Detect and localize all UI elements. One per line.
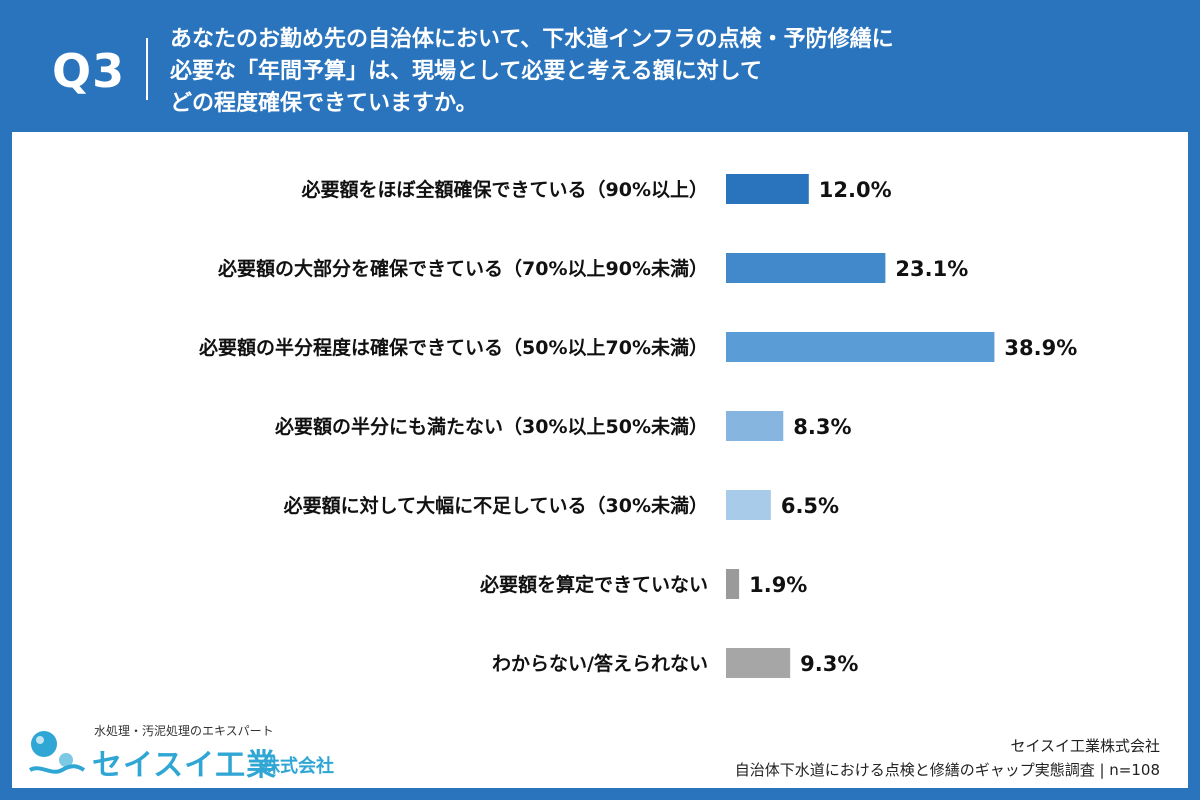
value-label: 6.5% — [781, 494, 839, 518]
bar-chart: 必要額をほぼ全額確保できている（90%以上） 12.0% 必要額の大部分を確保できて… — [198, 174, 1077, 678]
source-company: セイスイ工業株式会社 — [1010, 737, 1160, 755]
logo-mark-icon — [28, 731, 86, 774]
company-logo: 水処理・汚泥処理のエキスパート セイスイ工業 株式会社 — [26, 722, 366, 783]
bar — [726, 174, 809, 204]
value-label: 9.3% — [800, 652, 858, 676]
bar — [726, 411, 784, 441]
question-text: あなたのお勤め先の自治体において、下水道インフラの点検・予防修繕に 必要な「年間… — [170, 24, 1070, 120]
logo-tagline: 水処理・汚泥処理のエキスパート — [94, 724, 274, 738]
chart-panel: 必要額をほぼ全額確保できている（90%以上） 12.0% 必要額の大部分を確保できて… — [12, 132, 1188, 788]
source-note: セイスイ工業株式会社 自治体下水道における点検と修繕のギャップ実態調査 | n=… — [735, 734, 1160, 782]
question-id: Q3 — [52, 44, 126, 98]
category-label: 必要額の半分程度は確保できている（50%以上70%未満） — [198, 336, 708, 359]
value-label: 23.1% — [895, 257, 968, 281]
category-label: 必要額の半分にも満たない（30%以上50%未満） — [274, 415, 708, 438]
value-label: 38.9% — [1004, 336, 1077, 360]
value-label: 1.9% — [749, 573, 807, 597]
question-line-1: あなたのお勤め先の自治体において、下水道インフラの点検・予防修繕に — [170, 27, 894, 52]
category-label: 必要額の大部分を確保できている（70%以上90%未満） — [217, 257, 708, 280]
category-label: 必要額をほぼ全額確保できている（90%以上） — [301, 178, 708, 201]
category-label: 必要額に対して大幅に不足している（30%未満） — [283, 494, 708, 517]
question-line-2: 必要な「年間予算」は、現場として必要と考える額に対して — [170, 59, 763, 84]
logo-suffix: 株式会社 — [262, 756, 334, 777]
value-label: 12.0% — [819, 178, 892, 202]
value-label: 8.3% — [793, 415, 851, 439]
question-line-3: どの程度確保できていますか。 — [170, 91, 478, 116]
bar — [726, 253, 886, 283]
source-survey: 自治体下水道における点検と修繕のギャップ実態調査 | n=108 — [734, 761, 1160, 779]
bar — [726, 569, 740, 599]
category-label: 必要額を算定できていない — [479, 573, 708, 596]
bar — [726, 648, 791, 678]
category-label: わからない/答えられない — [492, 652, 708, 675]
bar — [726, 332, 995, 362]
logo-name: セイスイ工業 — [92, 748, 278, 783]
bar — [726, 490, 771, 520]
header-divider — [146, 38, 148, 100]
